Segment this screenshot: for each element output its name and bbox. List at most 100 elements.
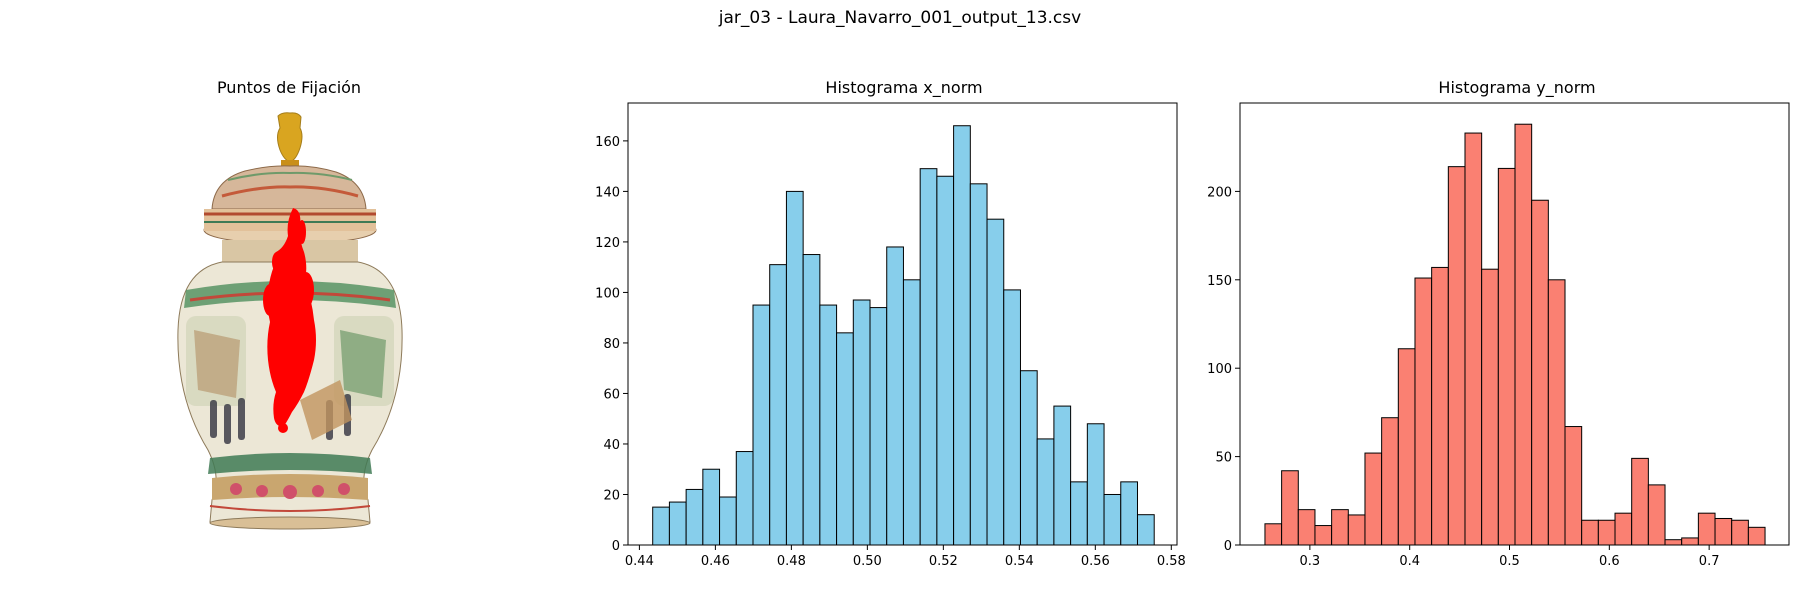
histogram-y-bar xyxy=(1597,519,1616,546)
histogram-y-bar xyxy=(1431,266,1449,546)
histogram-y-bar xyxy=(1447,166,1466,546)
figure-title: jar_03 - Laura_Navarro_001_output_13.csv xyxy=(718,8,1082,28)
image-panel-title: Puntos de Fijación xyxy=(217,78,361,97)
histogram-y-bar xyxy=(1647,484,1666,546)
histogram-y-bar xyxy=(1497,167,1516,546)
y-tick-label: 200 xyxy=(1207,185,1232,200)
x-tick-label: 0.6 xyxy=(1599,554,1620,569)
histogram-y-bar xyxy=(1331,509,1349,546)
y-tick-label: 60 xyxy=(603,387,620,402)
histogram-y-bar xyxy=(1481,268,1499,546)
histogram-x-bar xyxy=(836,332,854,546)
histogram-y-bar xyxy=(1747,526,1766,546)
histogram-y-bar xyxy=(1464,132,1483,546)
y-tick-label: 160 xyxy=(595,135,620,150)
histogram-y-bar xyxy=(1397,348,1416,546)
x-tick-label: 0.5 xyxy=(1499,554,1520,569)
histogram-y-yticks: 0 50 100 150 200 xyxy=(1207,185,1240,554)
y-tick-label: 20 xyxy=(603,488,620,503)
histogram-y-bar xyxy=(1281,470,1299,546)
y-tick-label: 80 xyxy=(603,337,620,352)
histogram-y-bar xyxy=(1581,519,1599,546)
y-tick-label: 100 xyxy=(1207,362,1232,377)
histogram-y-bar xyxy=(1681,537,1699,546)
histogram-x-bar xyxy=(1136,514,1155,546)
histogram-x-bar xyxy=(936,175,955,546)
histogram-x-bar xyxy=(735,451,754,546)
x-tick-label: 0.46 xyxy=(701,554,730,569)
y-tick-label: 0 xyxy=(1224,539,1232,554)
y-tick-label: 50 xyxy=(1215,451,1232,466)
histogram-x-bar xyxy=(986,218,1005,546)
histogram-x-bar xyxy=(902,279,921,546)
histogram-y-xticks: 0.3 0.4 0.5 0.6 0.7 xyxy=(1300,545,1720,569)
histogram-x-bar xyxy=(719,496,737,546)
histogram-x-frame xyxy=(627,102,1178,546)
x-tick-label: 0.3 xyxy=(1300,554,1321,569)
histogram-y-title: Histograma y_norm xyxy=(1438,78,1595,98)
histogram-x-yticks: 0 20 40 60 80 100 120 140 160 xyxy=(595,135,628,554)
histogram-x-bar xyxy=(702,468,721,546)
histogram-y-bar xyxy=(1547,279,1566,546)
histogram-y-norm: Histograma y_norm 0.3 0.4 0.5 0.6 0.7 0 50 100… xyxy=(1207,78,1790,569)
histogram-x-bar xyxy=(802,254,821,546)
histogram-x-xticks: 0.44 0.46 0.48 0.50 0.52 0.54 0.56 0.58 xyxy=(625,545,1186,569)
histogram-x-bar xyxy=(1003,289,1021,546)
histogram-y-bar xyxy=(1364,452,1383,546)
histogram-x-bar xyxy=(1120,481,1138,546)
histogram-y-bar xyxy=(1347,514,1366,546)
histogram-x-bar xyxy=(785,190,804,546)
histogram-x-bar xyxy=(919,168,938,546)
histogram-y-frame xyxy=(1239,102,1790,546)
x-tick-label: 0.44 xyxy=(625,554,654,569)
histogram-x-bar xyxy=(1103,493,1122,546)
fixation-points xyxy=(263,208,316,433)
histogram-y-bar xyxy=(1664,539,1683,546)
histogram-x-bars xyxy=(652,125,1155,546)
y-tick-label: 150 xyxy=(1207,274,1232,289)
x-tick-label: 0.52 xyxy=(929,554,958,569)
histogram-y-bar xyxy=(1731,519,1749,546)
histogram-x-bar xyxy=(1019,370,1038,546)
y-tick-label: 100 xyxy=(595,286,620,301)
histogram-y-bar xyxy=(1314,525,1333,546)
histogram-y-bar xyxy=(1414,277,1433,546)
histogram-y-bar xyxy=(1531,199,1549,546)
histogram-x-bar xyxy=(953,125,971,546)
histogram-x-bar xyxy=(752,304,771,546)
histogram-y-bar xyxy=(1714,517,1733,546)
x-tick-label: 0.50 xyxy=(853,554,882,569)
histogram-y-bar xyxy=(1697,512,1716,546)
fixation-image-panel: Puntos de Fijación xyxy=(177,78,403,530)
histogram-x-bar xyxy=(852,299,871,546)
x-tick-label: 0.54 xyxy=(1005,554,1034,569)
x-tick-label: 0.7 xyxy=(1699,554,1720,569)
x-tick-label: 0.4 xyxy=(1399,554,1420,569)
x-tick-label: 0.58 xyxy=(1157,554,1186,569)
histogram-x-bar xyxy=(1053,405,1072,546)
y-tick-label: 0 xyxy=(612,539,620,554)
histogram-x-bar xyxy=(1070,481,1088,546)
histogram-y-bar xyxy=(1381,417,1399,546)
histogram-y-bar xyxy=(1297,509,1316,546)
histogram-y-bar xyxy=(1614,512,1633,546)
histogram-x-bar xyxy=(769,264,787,546)
y-tick-label: 40 xyxy=(603,438,620,453)
x-tick-label: 0.48 xyxy=(777,554,806,569)
histogram-x-bar xyxy=(685,488,704,546)
histogram-x-bar xyxy=(1086,423,1105,546)
histogram-y-bars xyxy=(1264,123,1766,546)
y-tick-label: 120 xyxy=(595,236,620,251)
histogram-y-bar xyxy=(1564,426,1583,546)
histogram-y-bar xyxy=(1514,123,1533,546)
y-tick-label: 140 xyxy=(595,185,620,200)
histogram-x-title: Histograma x_norm xyxy=(825,78,982,98)
histogram-x-norm: Histograma x_norm 0.44 0.46 0.48 0.50 0.52 0.… xyxy=(595,78,1186,569)
histogram-x-bar xyxy=(886,246,904,546)
histogram-x-bar xyxy=(1036,438,1055,546)
histogram-x-bar xyxy=(869,307,888,546)
histogram-x-bar xyxy=(819,304,838,546)
x-tick-label: 0.56 xyxy=(1081,554,1110,569)
histogram-x-bar xyxy=(969,183,988,546)
